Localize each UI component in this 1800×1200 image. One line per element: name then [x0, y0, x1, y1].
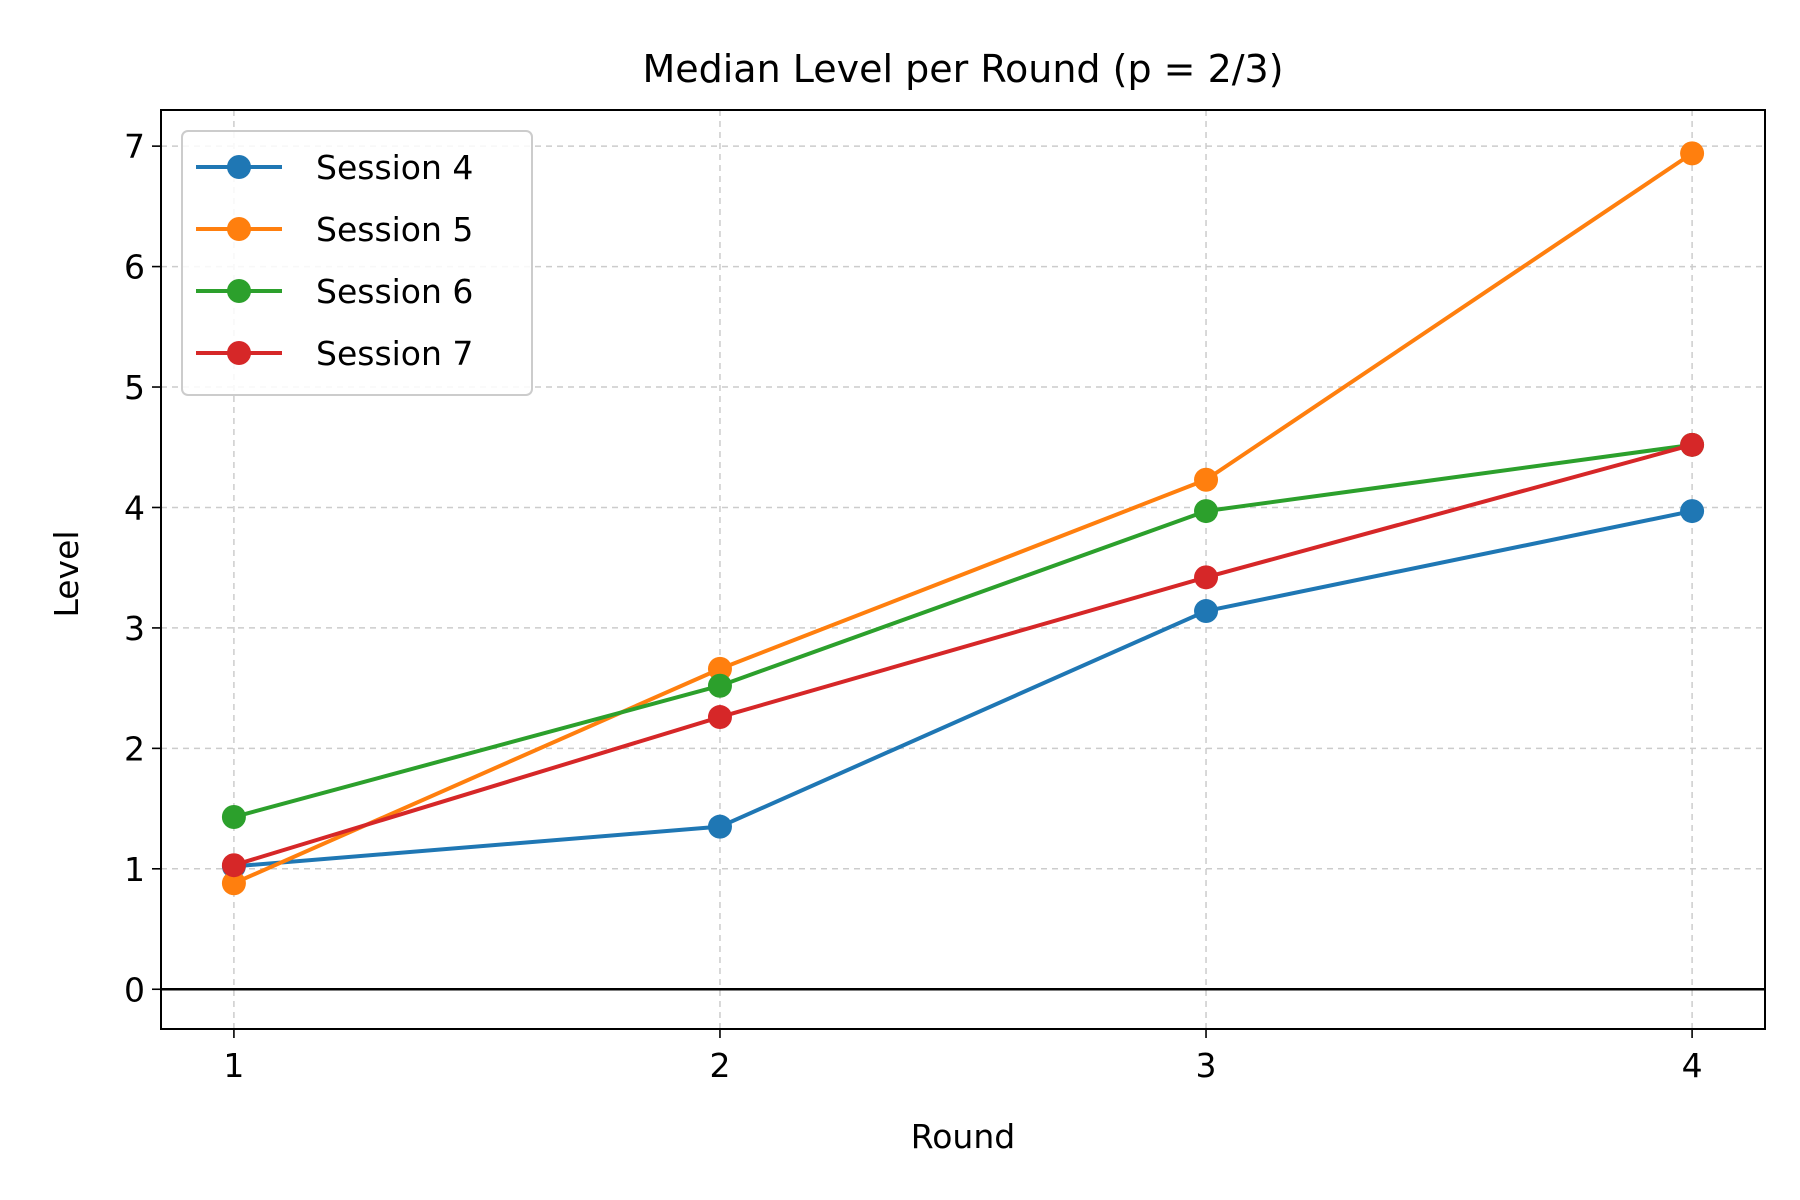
data-point	[1194, 467, 1219, 492]
data-point	[221, 853, 246, 878]
y-tick-label: 6	[124, 248, 145, 287]
y-tick-label: 1	[124, 850, 145, 889]
legend-items: Session 4 Session 5 Session 6 Session 7	[196, 148, 473, 373]
y-tick-label: 5	[124, 368, 145, 407]
data-point	[1680, 141, 1705, 166]
data-point	[221, 805, 246, 830]
legend-item: Session 6	[196, 272, 473, 311]
series-layer	[221, 141, 1705, 896]
legend-label: Session 5	[316, 210, 473, 249]
legend-item: Session 4	[196, 148, 473, 187]
y-tick-label: 3	[124, 609, 145, 648]
data-point	[1194, 499, 1219, 524]
legend-label: Session 7	[316, 334, 473, 373]
chart-title: Median Level per Round (p = 2/3)	[642, 47, 1283, 91]
x-axis-label: Round	[911, 1117, 1015, 1156]
x-tick-label: 3	[1196, 1046, 1217, 1085]
data-point	[221, 871, 246, 896]
data-point	[1680, 432, 1705, 457]
series-2	[221, 141, 1705, 896]
y-tick-label: 2	[124, 729, 145, 768]
x-tick-label: 4	[1682, 1046, 1703, 1085]
y-tick-label: 4	[124, 488, 145, 527]
data-point	[707, 673, 732, 698]
data-point	[1680, 499, 1705, 524]
series-3	[221, 432, 1705, 830]
legend-marker	[227, 217, 251, 241]
legend-label: Session 4	[316, 148, 473, 187]
y-tick-label: 0	[124, 970, 145, 1009]
series-line	[231, 442, 1695, 820]
y-tick-label: 7	[124, 127, 145, 166]
data-point	[1194, 565, 1219, 590]
legend-marker	[227, 341, 251, 365]
plot-frame	[160, 109, 1766, 1030]
legend-item: Session 5	[196, 210, 473, 249]
legend-marker	[227, 279, 251, 303]
data-point	[1194, 599, 1219, 624]
legend-marker	[227, 155, 251, 179]
series-line	[231, 442, 1695, 868]
data-point	[707, 705, 732, 730]
legend-item: Session 7	[196, 334, 473, 373]
y-axis-ticks: 0 1 2 3 4 5 6 7	[124, 127, 161, 1009]
series-line	[231, 151, 1695, 886]
legend-box	[181, 130, 533, 396]
series-4	[221, 432, 1705, 878]
legend: Session 4 Session 5 Session 6 Session 7	[181, 130, 533, 396]
x-tick-label: 2	[709, 1046, 730, 1085]
series-line	[231, 509, 1695, 869]
legend-label: Session 6	[316, 272, 473, 311]
data-point	[707, 656, 732, 681]
y-axis-label: Level	[47, 530, 86, 617]
data-point	[707, 814, 732, 839]
x-axis-ticks: 1 2 3 4	[223, 1029, 1703, 1085]
x-tick-label: 1	[223, 1046, 244, 1085]
series-1	[221, 499, 1705, 879]
